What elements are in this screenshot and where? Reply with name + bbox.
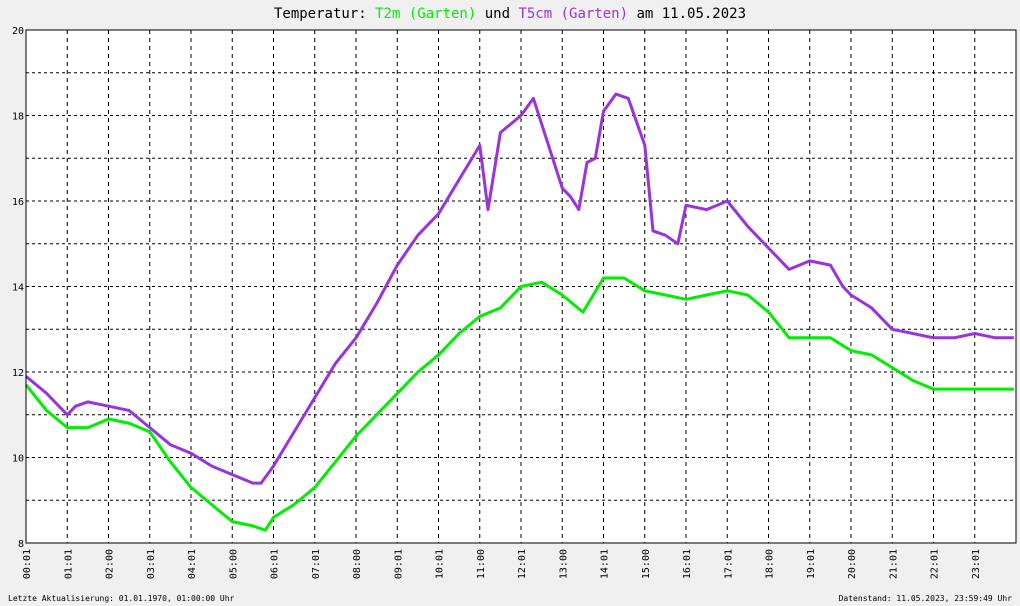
x-tick-label: 02:00 [105, 549, 116, 579]
y-axis-ticks: 8 10 12 14 16 18 20 [12, 26, 24, 550]
y-tick-label: 16 [12, 197, 24, 208]
x-tick-label: 03:01 [146, 549, 157, 579]
title-series2: T5cm (Garten) [518, 6, 628, 22]
x-tick-label: 16:01 [682, 549, 693, 579]
plot-frame [25, 29, 1017, 544]
t5cm-line [25, 92, 1014, 485]
x-tick-label: 20:00 [847, 549, 858, 579]
footer-data-status: Datenstand: 11.05.2023, 23:59:49 Uhr [839, 594, 1013, 603]
x-tick-label: 18:00 [765, 549, 776, 579]
x-axis-ticks: 00:01 01:01 02:00 03:01 04:01 05:00 06:01 07:01… [22, 549, 982, 579]
x-tick-label: 09:01 [393, 549, 404, 579]
x-tick-label: 10:01 [435, 549, 446, 579]
series-layer [24, 92, 1014, 532]
x-tick-label: 23:01 [971, 549, 982, 579]
x-tick-label: 01:01 [63, 549, 74, 579]
x-tick-label: 08:00 [352, 549, 363, 579]
x-tick-label: 19:01 [806, 549, 817, 579]
title-suffix: am 11.05.2023 [628, 6, 746, 22]
x-tick-label: 04:01 [187, 549, 198, 579]
y-tick-label: 12 [12, 368, 24, 379]
title-prefix: Temperatur: [274, 6, 375, 22]
x-tick-label: 00:01 [22, 549, 33, 579]
x-tick-label: 07:01 [311, 549, 322, 579]
y-tick-label: 18 [12, 112, 24, 123]
chart-title: Temperatur: T2m (Garten) und T5cm (Garte… [274, 6, 746, 22]
title-series1: T2m (Garten) [375, 6, 476, 22]
y-tick-label: 10 [12, 454, 24, 465]
x-tick-label: 06:01 [270, 549, 281, 579]
x-tick-label: 15:00 [641, 549, 652, 579]
x-tick-label: 22:01 [930, 549, 941, 579]
x-tick-label: 11:00 [476, 549, 487, 579]
y-tick-label: 14 [12, 283, 24, 294]
x-tick-label: 21:01 [888, 549, 899, 579]
x-tick-label: 12:01 [517, 549, 528, 579]
x-tick-label: 05:00 [228, 549, 239, 579]
x-tick-label: 17:01 [723, 549, 734, 579]
y-tick-label: 8 [18, 539, 24, 550]
x-tick-label: 14:01 [600, 549, 611, 579]
x-tick-label: 13:00 [558, 549, 569, 579]
t2m-line [24, 276, 1014, 532]
footer-last-update: Letzte Aktualisierung: 01.01.1970, 01:00… [8, 594, 235, 603]
y-tick-label: 20 [12, 26, 24, 37]
title-conj: und [476, 6, 518, 22]
